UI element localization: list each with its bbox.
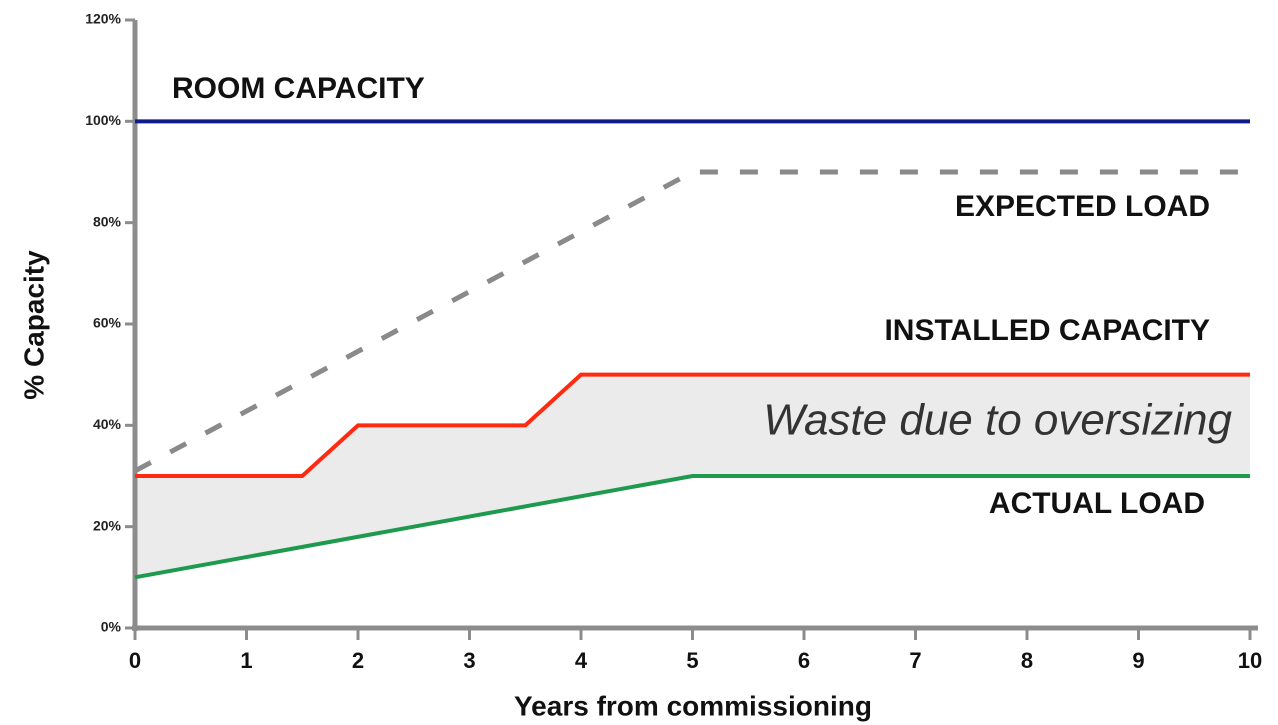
x-axis-title: Years from commissioning: [514, 690, 872, 721]
x-tick-label: 10: [1238, 648, 1262, 673]
x-tick-label: 0: [129, 648, 141, 673]
series-label: ROOM CAPACITY: [172, 72, 425, 105]
x-tick-label: 5: [686, 648, 698, 673]
series-line: [134, 474, 1250, 580]
x-tick-label: 8: [1021, 648, 1033, 673]
x-tick-label: 7: [909, 648, 921, 673]
x-tick-label: 4: [575, 648, 588, 673]
x-tick-label: 2: [352, 648, 364, 673]
series-label: ACTUAL LOAD: [989, 487, 1205, 520]
series-line: [133, 169, 1250, 474]
x-tick-label: 3: [463, 648, 475, 673]
y-tick-label: 80%: [93, 213, 122, 229]
y-axis-title: % Capacity: [18, 250, 49, 400]
y-tick-label: 60%: [93, 315, 122, 331]
series-label: EXPECTED LOAD: [955, 190, 1210, 223]
y-tick-label: 0%: [101, 619, 122, 635]
y-tick-label: 40%: [93, 416, 122, 432]
x-tick-label: 9: [1132, 648, 1144, 673]
series-line: [135, 372, 1250, 478]
y-tick-label: 120%: [85, 11, 121, 27]
y-tick-label: 20%: [93, 517, 122, 533]
x-tick-label: 1: [240, 648, 252, 673]
series-label: INSTALLED CAPACITY: [884, 314, 1210, 347]
x-tick-label: 6: [798, 648, 810, 673]
y-tick-label: 100%: [85, 112, 121, 128]
annotation: Waste due to oversizing: [763, 396, 1232, 445]
